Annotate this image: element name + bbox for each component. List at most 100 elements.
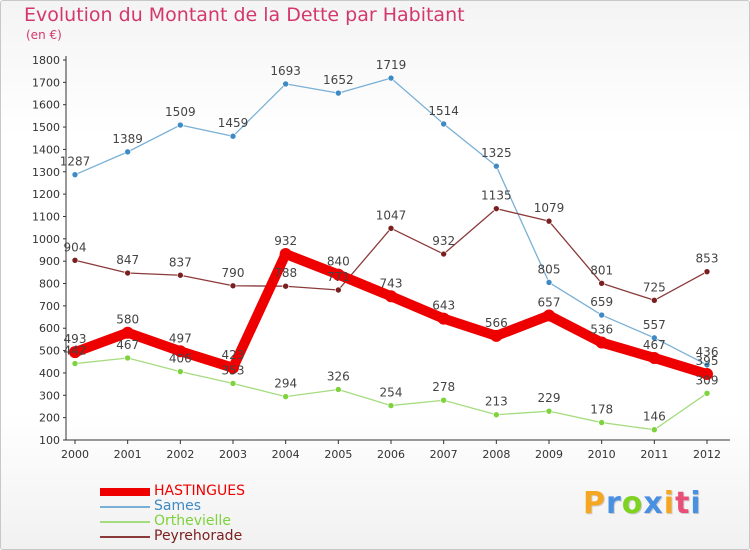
data-point-peyrehorade	[598, 280, 605, 287]
data-label-sames: 1389	[112, 132, 143, 146]
y-tick-label: 1500	[32, 121, 60, 134]
data-point-peyrehorade	[387, 225, 395, 232]
chart-legend: HASTINGUES Sames Orthevielle Peyrehorade	[100, 483, 340, 544]
data-point-hastingues	[595, 336, 608, 349]
data-label-orthevielle: 278	[432, 380, 455, 394]
data-point-orthevielle	[387, 402, 395, 409]
data-point-hastingues	[69, 346, 81, 359]
y-tick-label: 1200	[32, 188, 60, 201]
data-point-hastingues	[701, 368, 713, 381]
y-tick-label: 100	[39, 434, 60, 447]
data-label-peyrehorade: 790	[222, 266, 245, 280]
data-label-hastingues: 395	[696, 354, 719, 368]
y-tick-label: 300	[39, 389, 60, 402]
data-point-sames	[651, 334, 658, 342]
y-tick-label: 1100	[32, 210, 60, 223]
data-label-sames: 659	[590, 295, 613, 309]
data-point-peyrehorade	[651, 296, 658, 304]
data-point-orthevielle	[703, 389, 711, 397]
data-point-hastingues	[385, 290, 397, 303]
data-point-orthevielle	[335, 386, 342, 393]
data-label-orthevielle: 178	[590, 403, 613, 417]
y-tick-label: 1000	[32, 233, 60, 246]
data-label-hastingues: 643	[432, 299, 455, 313]
data-label-hastingues: 657	[538, 295, 561, 309]
data-label-hastingues: 493	[64, 332, 87, 346]
data-label-peyrehorade: 904	[64, 240, 87, 254]
data-point-sames	[440, 120, 447, 128]
data-label-orthevielle: 309	[696, 373, 719, 387]
data-point-sames	[703, 361, 711, 369]
data-label-sames: 1509	[165, 105, 196, 119]
data-point-orthevielle	[177, 368, 184, 375]
y-tick-label: 1400	[32, 143, 60, 156]
data-point-peyrehorade	[229, 282, 237, 290]
data-point-sames	[493, 162, 500, 170]
y-tick-label: 700	[39, 300, 60, 313]
data-label-sames: 557	[643, 318, 666, 332]
y-tick-label: 900	[39, 255, 60, 268]
data-label-orthevielle: 146	[643, 410, 666, 424]
data-label-orthevielle: 213	[485, 395, 508, 409]
data-label-sames: 1719	[376, 58, 407, 72]
data-label-hastingues: 580	[116, 313, 139, 327]
data-point-sames	[335, 89, 342, 97]
x-tick-label: 2001	[114, 448, 142, 461]
data-label-peyrehorade: 725	[643, 280, 666, 294]
x-tick-label: 2012	[693, 448, 721, 461]
data-label-sames: 1693	[270, 64, 301, 78]
data-label-orthevielle: 229	[538, 391, 561, 405]
data-point-peyrehorade	[703, 268, 711, 275]
data-label-sames: 1325	[481, 146, 512, 160]
x-tick-label: 2000	[61, 448, 89, 461]
legend-swatch	[100, 506, 150, 508]
data-label-sames: 805	[538, 262, 561, 276]
x-tick-label: 2004	[272, 448, 300, 461]
data-point-sames	[598, 311, 605, 319]
data-label-peyrehorade: 853	[696, 252, 719, 266]
data-label-sames: 1652	[323, 73, 354, 87]
data-label-peyrehorade: 1135	[481, 189, 512, 203]
x-tick-label: 2010	[588, 448, 616, 461]
data-point-orthevielle	[282, 393, 289, 400]
chart-subtitle: (en €)	[26, 28, 62, 42]
y-tick-label: 1700	[32, 76, 60, 89]
data-point-orthevielle	[440, 396, 447, 404]
y-tick-label: 1600	[32, 99, 60, 112]
data-label-peyrehorade: 801	[590, 263, 613, 277]
data-point-hastingues	[174, 345, 187, 358]
data-label-sames: 436	[696, 345, 719, 359]
legend-label: Peyrehorade	[154, 528, 243, 544]
data-point-peyrehorade	[545, 217, 553, 225]
x-tick-label: 2006	[377, 448, 405, 461]
x-tick-label: 2002	[166, 448, 194, 461]
y-tick-label: 400	[39, 367, 60, 380]
data-label-hastingues: 743	[380, 276, 403, 290]
data-point-peyrehorade	[440, 250, 447, 258]
data-point-hastingues	[648, 351, 661, 364]
y-tick-label: 500	[39, 345, 60, 358]
data-label-hastingues: 932	[274, 234, 297, 248]
data-label-orthevielle: 442	[64, 344, 87, 358]
legend-label: HASTINGUES	[154, 483, 245, 499]
data-point-sames	[71, 171, 79, 178]
data-label-orthevielle: 406	[169, 352, 192, 366]
data-point-hastingues	[490, 329, 503, 342]
legend-item: Sames	[100, 498, 340, 514]
legend-label: Sames	[154, 498, 202, 514]
data-point-peyrehorade	[124, 269, 131, 277]
data-label-orthevielle: 326	[327, 369, 350, 383]
data-label-hastingues: 566	[485, 316, 508, 330]
data-label-peyrehorade: 847	[116, 253, 139, 267]
legend-item: Peyrehorade	[100, 528, 340, 544]
x-tick-label: 2011	[640, 448, 668, 461]
data-point-sames	[124, 148, 131, 156]
chart-title: Evolution du Montant de la Dette par Hab…	[24, 4, 465, 26]
legend-item: HASTINGUES	[100, 483, 340, 499]
data-label-orthevielle: 353	[222, 363, 245, 377]
data-point-peyrehorade	[71, 256, 79, 264]
data-label-hastingues: 467	[643, 338, 666, 352]
data-label-hastingues: 536	[590, 323, 613, 337]
